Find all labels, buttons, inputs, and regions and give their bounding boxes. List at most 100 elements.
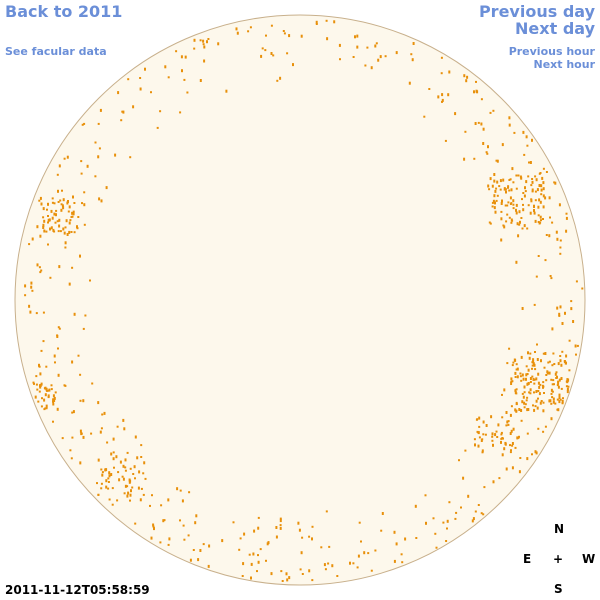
facula (512, 207, 515, 210)
facula (509, 451, 512, 454)
facula (531, 178, 534, 180)
facula (286, 52, 289, 55)
facula (97, 458, 100, 462)
facula (481, 451, 484, 454)
facula (539, 200, 542, 204)
facula (499, 179, 502, 183)
facula (500, 210, 503, 213)
facula (529, 211, 532, 215)
facula (522, 377, 525, 381)
facula (435, 546, 438, 549)
facula (523, 153, 526, 156)
facula (432, 517, 435, 520)
facula (197, 558, 200, 562)
facula (327, 562, 330, 565)
facula (517, 174, 520, 177)
facula (71, 215, 74, 218)
facula (501, 393, 503, 396)
facula (370, 66, 373, 70)
facula (480, 122, 483, 126)
facula (536, 358, 539, 361)
previous-hour-link[interactable]: Previous hour (508, 45, 595, 58)
facula (130, 489, 132, 493)
facula (478, 436, 481, 439)
facula (503, 388, 506, 392)
facular-link[interactable]: See facular data (5, 45, 107, 58)
facula (544, 425, 547, 428)
facula (181, 69, 183, 73)
facula (491, 184, 494, 188)
facula (39, 234, 42, 238)
back-link[interactable]: Back to 2011 (5, 2, 123, 21)
facula (507, 201, 510, 204)
facula (551, 396, 554, 399)
facula (503, 187, 506, 190)
facula (523, 385, 526, 389)
facula (356, 45, 359, 49)
facula (142, 472, 145, 475)
facula (534, 368, 537, 371)
facula (283, 32, 286, 35)
facula (24, 294, 27, 297)
facula (545, 234, 548, 236)
facula (517, 436, 520, 439)
facula (442, 521, 445, 524)
facula (576, 344, 579, 347)
facula (24, 284, 27, 288)
compass-south: S (554, 582, 563, 596)
facula (77, 354, 80, 357)
facula (520, 409, 523, 412)
facula (500, 238, 503, 242)
facula (510, 449, 512, 452)
facula (540, 184, 543, 188)
facula (79, 254, 81, 258)
facula (500, 202, 503, 205)
facula (441, 100, 443, 103)
facula (492, 443, 494, 447)
facula (265, 34, 267, 37)
facula (256, 570, 258, 573)
facula (56, 220, 59, 223)
facula (64, 226, 67, 229)
facula (508, 189, 511, 192)
facula (528, 161, 530, 164)
previous-day-link[interactable]: Previous day (478, 2, 595, 21)
facula (498, 185, 501, 188)
facula (525, 135, 528, 139)
facula (42, 340, 45, 343)
facula (561, 350, 564, 353)
facula (532, 362, 535, 366)
facula (323, 563, 326, 567)
facula (40, 202, 43, 206)
facula (473, 438, 476, 441)
facula (118, 478, 121, 482)
facula (522, 192, 525, 194)
next-hour-link[interactable]: Next hour (533, 58, 596, 71)
facula (514, 446, 517, 449)
facula (487, 145, 489, 149)
facula (132, 473, 135, 475)
facula (91, 382, 94, 385)
facula (542, 194, 545, 198)
facula (498, 477, 501, 480)
facula (540, 400, 543, 402)
facula (510, 377, 513, 381)
next-day-link[interactable]: Next day (515, 19, 595, 38)
facula (153, 527, 155, 531)
facula (97, 155, 100, 159)
facula (128, 478, 131, 482)
facula (112, 437, 115, 441)
facula (36, 263, 39, 267)
facula (179, 489, 182, 492)
facula (463, 157, 466, 161)
facula (538, 392, 541, 396)
facula (193, 47, 196, 50)
facula (107, 487, 110, 490)
facula (116, 499, 119, 502)
facula (248, 553, 251, 556)
facula (460, 506, 462, 509)
facula (514, 376, 517, 378)
facula (47, 221, 49, 224)
facula (58, 327, 61, 330)
facula (518, 223, 521, 226)
